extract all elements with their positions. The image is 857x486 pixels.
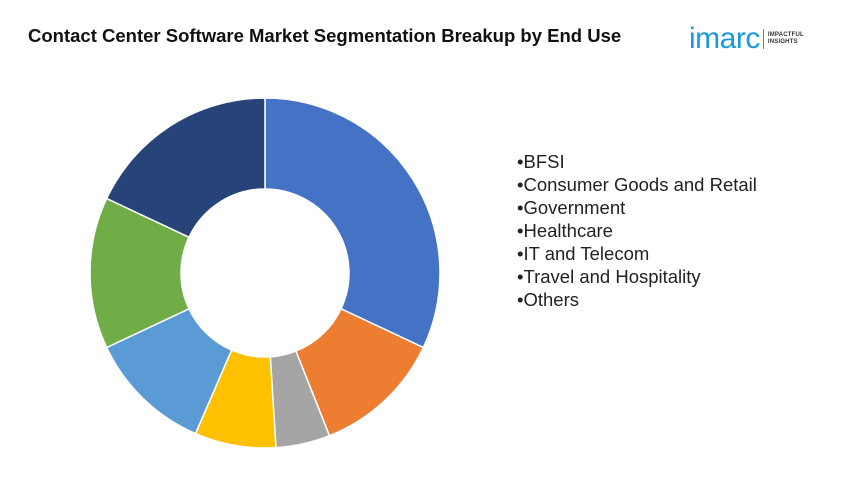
legend-item-it-and-telecom: •IT and Telecom <box>517 243 650 264</box>
legend-item-bfsi: •BFSI <box>517 151 565 172</box>
chart-title: Contact Center Software Market Segmentat… <box>28 25 622 46</box>
legend-item-others: •Others <box>517 289 579 310</box>
logo-divider <box>762 29 764 49</box>
logo-tagline-line1: IMPACTFUL <box>767 32 804 38</box>
legend-item-government: •Government <box>517 197 626 218</box>
chart-legend: •BFSI •Consumer Goods and Retail •Governme… <box>517 150 757 311</box>
legend-item-travel-and-hospitality: •Travel and Hospitality <box>517 266 701 287</box>
logo-tagline-line2: INSIGHTS <box>767 39 798 45</box>
donut-slice-bfsi <box>264 97 441 349</box>
imarc-logo: imarc IMPACTFUL INSIGHTS <box>689 24 804 54</box>
logo-wordmark: imarc <box>689 22 760 55</box>
legend-item-healthcare: •Healthcare <box>517 220 613 241</box>
logo-tagline: IMPACTFUL INSIGHTS <box>768 32 804 46</box>
legend-item-consumer-goods-and-retail: •Consumer Goods and Retail <box>517 174 757 195</box>
donut-slice-others <box>105 97 266 239</box>
